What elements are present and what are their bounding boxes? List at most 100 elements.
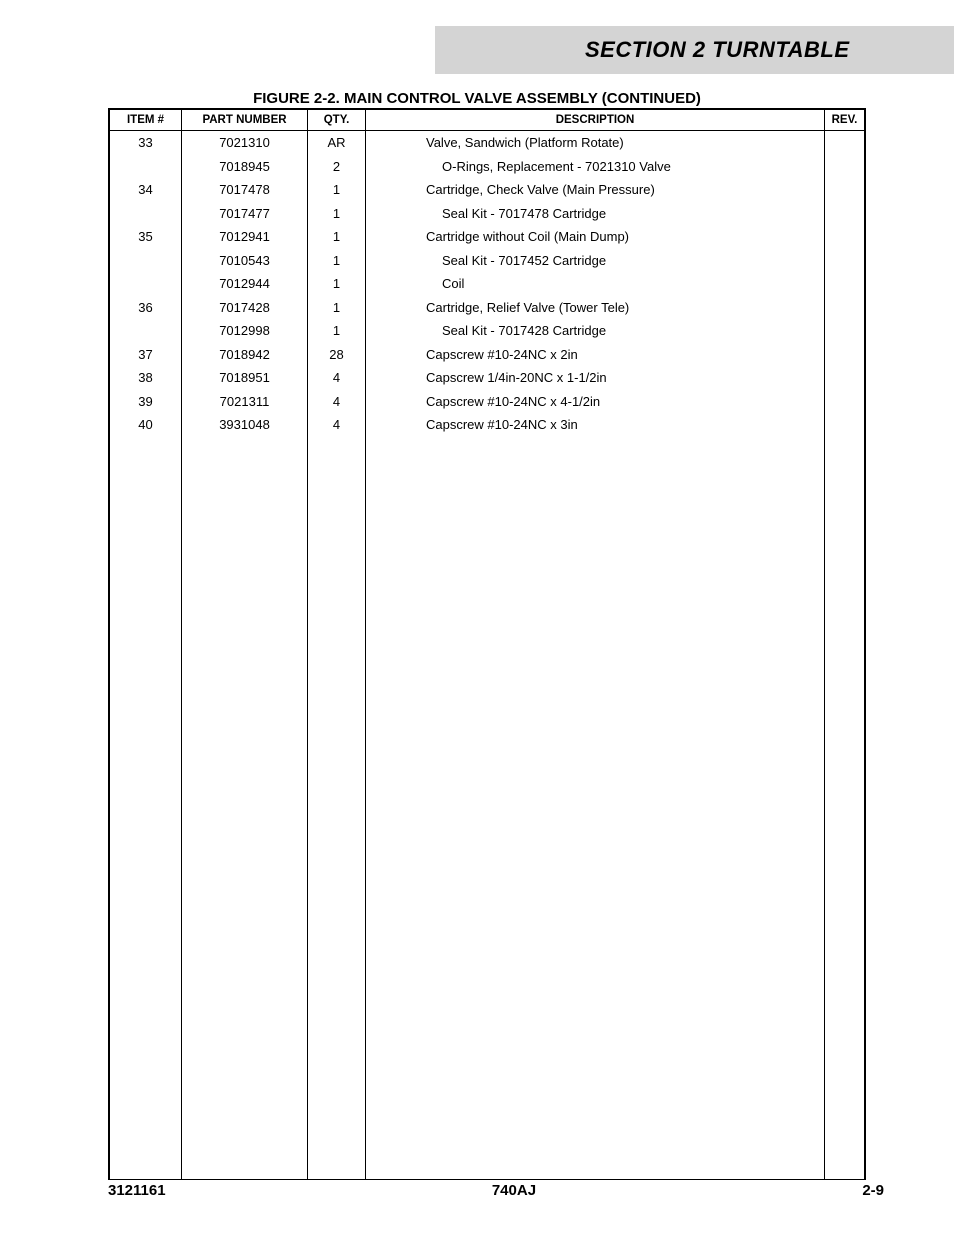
cell-rev <box>825 413 865 437</box>
pad-cell <box>182 437 308 1179</box>
table-pad-row <box>110 437 865 1179</box>
cell-desc: Capscrew #10-24NC x 4-1/2in <box>366 390 825 414</box>
cell-item <box>110 319 182 343</box>
cell-part: 7021311 <box>182 390 308 414</box>
cell-rev <box>825 225 865 249</box>
pad-cell <box>308 437 366 1179</box>
cell-part: 7018942 <box>182 343 308 367</box>
table-row: 70174771Seal Kit - 7017478 Cartridge <box>110 202 865 226</box>
cell-desc: Seal Kit - 7017428 Cartridge <box>366 319 825 343</box>
cell-desc: O-Rings, Replacement - 7021310 Valve <box>366 155 825 179</box>
cell-part: 7012998 <box>182 319 308 343</box>
col-header-rev: REV. <box>825 110 865 131</box>
cell-qty: 1 <box>308 272 366 296</box>
cell-part: 7021310 <box>182 131 308 155</box>
figure-caption: FIGURE 2-2. MAIN CONTROL VALVE ASSEMBLY … <box>0 90 954 107</box>
col-header-item: ITEM # <box>110 110 182 131</box>
cell-qty: 28 <box>308 343 366 367</box>
table-row: 37701894228Capscrew #10-24NC x 2in <box>110 343 865 367</box>
cell-item: 34 <box>110 178 182 202</box>
table-row: 3970213114Capscrew #10-24NC x 4-1/2in <box>110 390 865 414</box>
col-header-desc: DESCRIPTION <box>366 110 825 131</box>
cell-rev <box>825 343 865 367</box>
footer-right: 2-9 <box>862 1182 884 1199</box>
header-band: SECTION 2 TURNTABLE <box>435 26 954 74</box>
cell-desc: Capscrew #10-24NC x 3in <box>366 413 825 437</box>
footer-center: 740AJ <box>492 1182 536 1199</box>
cell-desc: Capscrew #10-24NC x 2in <box>366 343 825 367</box>
section-title: SECTION 2 TURNTABLE <box>585 37 850 63</box>
cell-rev <box>825 202 865 226</box>
page-footer: 3121161 740AJ 2-9 <box>108 1182 884 1199</box>
cell-qty: 4 <box>308 413 366 437</box>
parts-table: ITEM # PART NUMBER QTY. DESCRIPTION REV.… <box>109 109 865 1179</box>
pad-cell <box>825 437 865 1179</box>
cell-part: 3931048 <box>182 413 308 437</box>
cell-part: 7018951 <box>182 366 308 390</box>
cell-qty: AR <box>308 131 366 155</box>
cell-desc: Seal Kit - 7017478 Cartridge <box>366 202 825 226</box>
cell-part: 7018945 <box>182 155 308 179</box>
cell-desc: Seal Kit - 7017452 Cartridge <box>366 249 825 273</box>
cell-item: 38 <box>110 366 182 390</box>
footer-left: 3121161 <box>108 1182 166 1199</box>
col-header-qty: QTY. <box>308 110 366 131</box>
table-header-row: ITEM # PART NUMBER QTY. DESCRIPTION REV. <box>110 110 865 131</box>
cell-rev <box>825 155 865 179</box>
cell-desc: Cartridge, Relief Valve (Tower Tele) <box>366 296 825 320</box>
cell-rev <box>825 390 865 414</box>
cell-item <box>110 202 182 226</box>
cell-desc: Cartridge, Check Valve (Main Pressure) <box>366 178 825 202</box>
table-row: 3570129411Cartridge without Coil (Main D… <box>110 225 865 249</box>
cell-desc: Coil <box>366 272 825 296</box>
table-row: 3470174781Cartridge, Check Valve (Main P… <box>110 178 865 202</box>
cell-item <box>110 272 182 296</box>
cell-rev <box>825 249 865 273</box>
cell-desc: Cartridge without Coil (Main Dump) <box>366 225 825 249</box>
cell-rev <box>825 296 865 320</box>
cell-rev <box>825 319 865 343</box>
cell-item <box>110 249 182 273</box>
cell-rev <box>825 131 865 155</box>
table-row: 70129981Seal Kit - 7017428 Cartridge <box>110 319 865 343</box>
cell-qty: 1 <box>308 249 366 273</box>
table-row: 3670174281Cartridge, Relief Valve (Tower… <box>110 296 865 320</box>
cell-qty: 1 <box>308 202 366 226</box>
cell-part: 7012941 <box>182 225 308 249</box>
cell-item: 40 <box>110 413 182 437</box>
cell-qty: 2 <box>308 155 366 179</box>
cell-item: 37 <box>110 343 182 367</box>
cell-qty: 4 <box>308 390 366 414</box>
pad-cell <box>110 437 182 1179</box>
col-header-part: PART NUMBER <box>182 110 308 131</box>
table-row: 4039310484Capscrew #10-24NC x 3in <box>110 413 865 437</box>
cell-qty: 1 <box>308 296 366 320</box>
cell-rev <box>825 178 865 202</box>
cell-qty: 4 <box>308 366 366 390</box>
cell-qty: 1 <box>308 319 366 343</box>
table-row: 70105431Seal Kit - 7017452 Cartridge <box>110 249 865 273</box>
pad-cell <box>366 437 825 1179</box>
cell-desc: Capscrew 1/4in-20NC x 1-1/2in <box>366 366 825 390</box>
cell-item: 39 <box>110 390 182 414</box>
cell-rev <box>825 272 865 296</box>
cell-item: 36 <box>110 296 182 320</box>
table-row: 3870189514Capscrew 1/4in-20NC x 1-1/2in <box>110 366 865 390</box>
table-row: 70189452O-Rings, Replacement - 7021310 V… <box>110 155 865 179</box>
cell-item <box>110 155 182 179</box>
cell-qty: 1 <box>308 178 366 202</box>
cell-qty: 1 <box>308 225 366 249</box>
cell-part: 7017478 <box>182 178 308 202</box>
table-row: 70129441Coil <box>110 272 865 296</box>
cell-desc: Valve, Sandwich (Platform Rotate) <box>366 131 825 155</box>
cell-rev <box>825 366 865 390</box>
parts-table-wrap: ITEM # PART NUMBER QTY. DESCRIPTION REV.… <box>108 108 866 1180</box>
page: SECTION 2 TURNTABLE FIGURE 2-2. MAIN CON… <box>0 0 954 1235</box>
cell-part: 7017428 <box>182 296 308 320</box>
table-row: 337021310ARValve, Sandwich (Platform Rot… <box>110 131 865 155</box>
cell-part: 7017477 <box>182 202 308 226</box>
cell-part: 7010543 <box>182 249 308 273</box>
cell-item: 35 <box>110 225 182 249</box>
cell-item: 33 <box>110 131 182 155</box>
cell-part: 7012944 <box>182 272 308 296</box>
